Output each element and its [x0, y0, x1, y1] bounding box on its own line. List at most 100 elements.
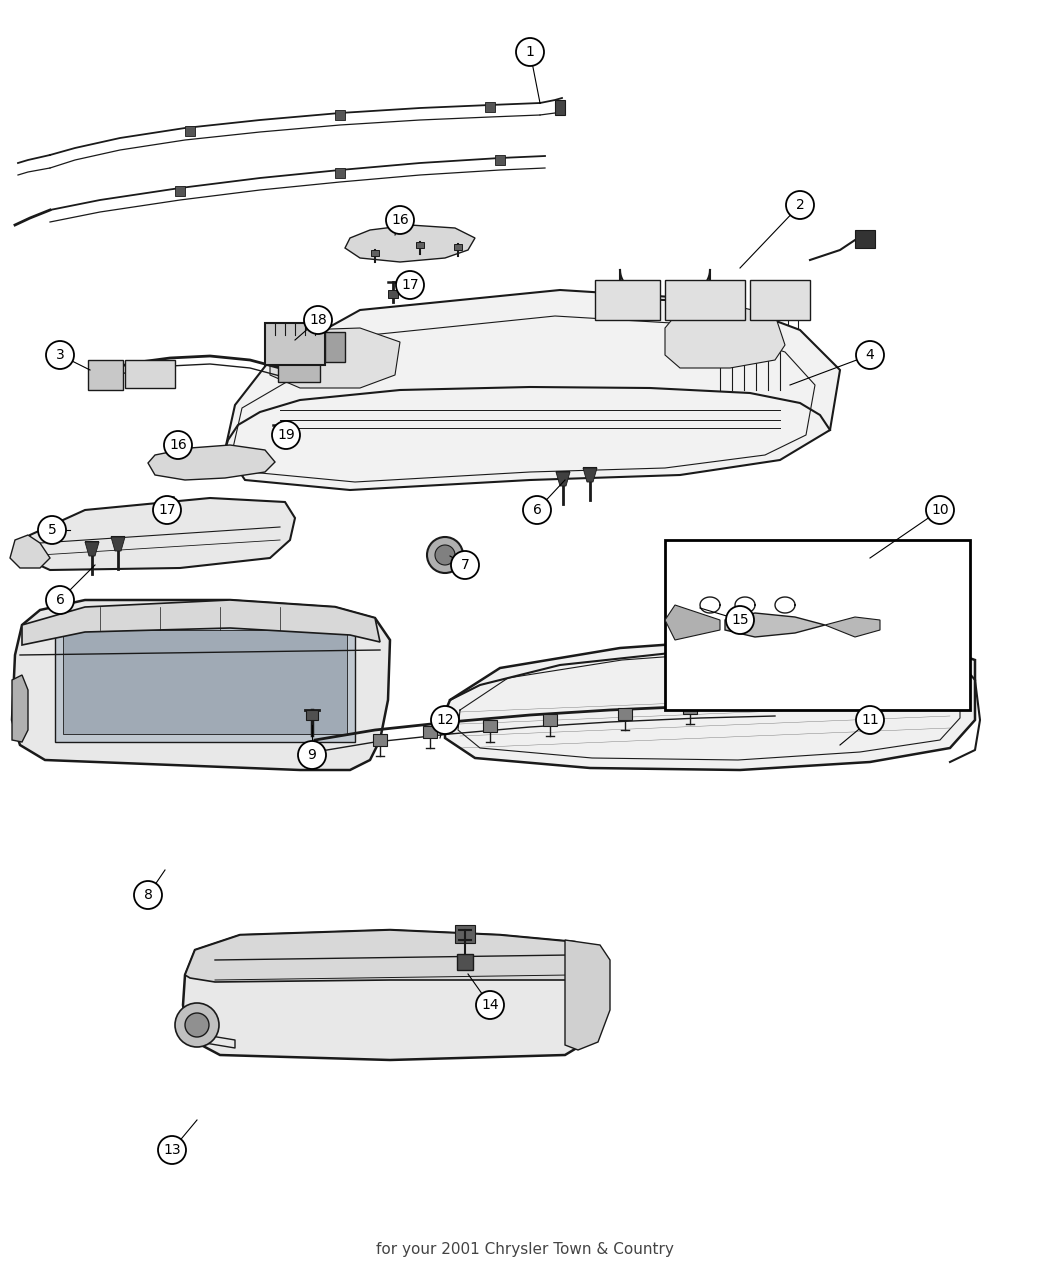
Bar — [175, 186, 185, 196]
Bar — [682, 703, 697, 714]
Bar — [306, 710, 318, 720]
Circle shape — [786, 191, 814, 219]
Circle shape — [926, 496, 954, 524]
Bar — [750, 280, 810, 320]
Polygon shape — [583, 468, 597, 482]
Bar — [665, 541, 970, 710]
Text: 2: 2 — [796, 198, 804, 212]
Text: 17: 17 — [401, 278, 419, 292]
Circle shape — [386, 207, 414, 235]
Polygon shape — [345, 224, 475, 261]
Circle shape — [476, 991, 504, 1019]
Bar — [618, 708, 632, 720]
Bar — [335, 168, 345, 179]
Text: 18: 18 — [309, 312, 327, 326]
Text: 10: 10 — [931, 504, 949, 516]
Text: 15: 15 — [731, 613, 749, 627]
Polygon shape — [185, 929, 600, 982]
Circle shape — [134, 881, 162, 909]
Text: 14: 14 — [481, 998, 499, 1012]
Polygon shape — [111, 537, 125, 551]
Text: for your 2001 Chrysler Town & Country: for your 2001 Chrysler Town & Country — [376, 1242, 674, 1257]
Circle shape — [726, 606, 754, 634]
Bar — [265, 323, 326, 365]
Bar — [485, 102, 495, 112]
Circle shape — [304, 306, 332, 334]
Bar — [371, 250, 379, 256]
Circle shape — [396, 272, 424, 300]
Bar — [335, 110, 345, 120]
Polygon shape — [148, 445, 275, 479]
Bar — [63, 630, 346, 734]
Circle shape — [175, 1003, 219, 1047]
Bar — [373, 734, 387, 746]
Circle shape — [46, 340, 74, 368]
Text: 7: 7 — [461, 558, 469, 572]
Bar — [125, 360, 175, 388]
Polygon shape — [665, 606, 720, 640]
Bar — [543, 714, 556, 725]
Bar — [454, 244, 462, 250]
Polygon shape — [270, 328, 400, 388]
Text: 13: 13 — [163, 1142, 181, 1156]
Text: 17: 17 — [159, 504, 175, 516]
Circle shape — [46, 586, 74, 615]
Polygon shape — [22, 601, 380, 645]
Circle shape — [435, 544, 455, 565]
Text: 6: 6 — [532, 504, 542, 516]
Circle shape — [158, 1136, 186, 1164]
Polygon shape — [445, 638, 975, 770]
Circle shape — [185, 1014, 209, 1037]
Circle shape — [38, 516, 66, 544]
Circle shape — [272, 421, 300, 449]
Circle shape — [153, 496, 181, 524]
Circle shape — [298, 741, 326, 769]
Polygon shape — [665, 305, 785, 368]
Bar — [423, 725, 437, 738]
Bar — [495, 156, 505, 164]
Text: 5: 5 — [47, 523, 57, 537]
Text: 19: 19 — [277, 428, 295, 442]
Polygon shape — [10, 536, 50, 567]
Polygon shape — [724, 613, 825, 638]
Polygon shape — [85, 542, 99, 556]
Text: 12: 12 — [436, 713, 454, 727]
Text: 1: 1 — [526, 45, 534, 59]
Bar — [416, 242, 424, 249]
Text: 16: 16 — [391, 213, 408, 227]
Bar — [273, 434, 284, 441]
Circle shape — [427, 537, 463, 572]
Text: 6: 6 — [56, 593, 64, 607]
Bar — [455, 924, 475, 944]
Polygon shape — [28, 499, 295, 570]
Circle shape — [856, 706, 884, 734]
Text: 8: 8 — [144, 887, 152, 901]
Bar — [388, 289, 398, 298]
Polygon shape — [12, 674, 28, 742]
Text: 4: 4 — [865, 348, 875, 362]
Polygon shape — [565, 940, 610, 1051]
Polygon shape — [825, 617, 880, 638]
Circle shape — [430, 706, 459, 734]
Circle shape — [523, 496, 551, 524]
Bar — [163, 505, 173, 513]
Circle shape — [164, 431, 192, 459]
Polygon shape — [225, 289, 840, 490]
Polygon shape — [183, 929, 600, 1060]
Bar — [88, 360, 123, 390]
Bar — [457, 954, 472, 970]
Bar — [595, 280, 660, 320]
Bar — [855, 230, 875, 249]
Bar — [555, 99, 565, 115]
Bar — [55, 622, 355, 742]
Circle shape — [516, 38, 544, 66]
Polygon shape — [12, 601, 390, 770]
Bar — [278, 360, 320, 382]
Bar — [326, 332, 345, 362]
Bar — [483, 720, 497, 732]
Polygon shape — [556, 472, 570, 486]
Text: 11: 11 — [861, 713, 879, 727]
Text: 3: 3 — [56, 348, 64, 362]
Circle shape — [856, 340, 884, 368]
Bar — [665, 280, 745, 320]
